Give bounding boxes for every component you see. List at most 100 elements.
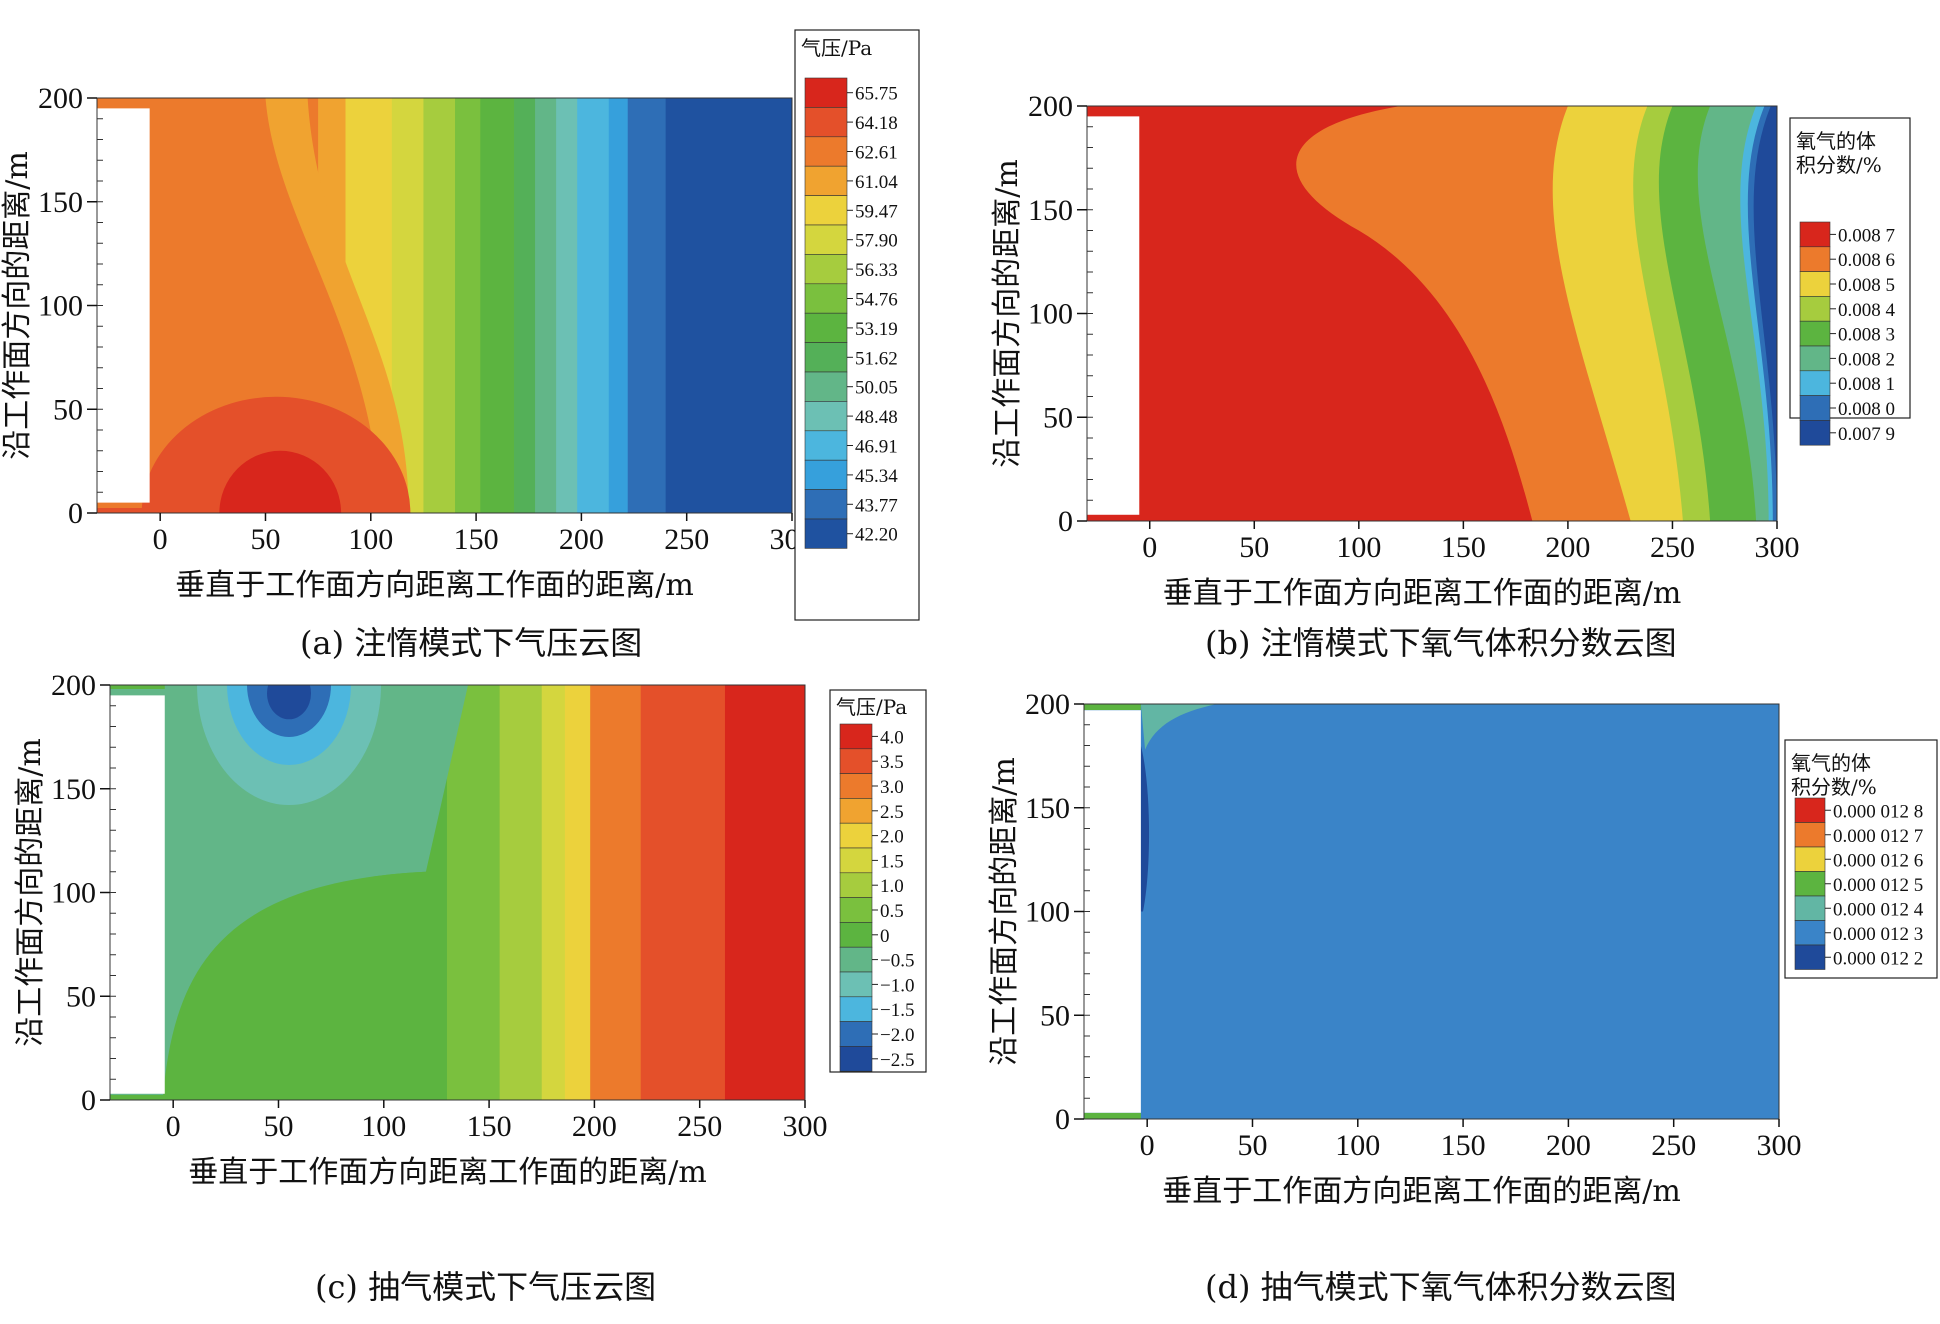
legend-title: 氧气的体 — [1791, 751, 1871, 775]
x-tick-label: 250 — [664, 523, 709, 556]
legend-level-label: 0.008 2 — [1838, 349, 1895, 370]
x-tick-label: 50 — [1237, 1129, 1267, 1162]
legend-swatch — [804, 459, 848, 490]
legend-level-label: 0.008 1 — [1838, 374, 1895, 395]
legend-level-label: −2.5 — [880, 1050, 914, 1071]
contour-field-d — [1084, 704, 1779, 1119]
oxygen-base — [1084, 704, 1779, 1119]
legend-swatch — [1799, 271, 1831, 297]
axes-d: 0 50 100 150 200 250 300 0 50 100 150 200 垂直于工作面方向距离… — [987, 688, 1802, 1209]
x-tick-label: 100 — [361, 1110, 406, 1143]
legend-swatch — [804, 518, 848, 549]
x-tick-label: 200 — [572, 1110, 617, 1143]
legend-level-label: 62.61 — [855, 143, 898, 164]
y-tick-label: 100 — [1028, 298, 1073, 331]
x-tick-label: 100 — [1335, 1129, 1380, 1162]
legend-level-label: 0.000 012 2 — [1833, 948, 1923, 969]
legend-swatch — [804, 77, 848, 108]
legend-level-label: 46.91 — [855, 437, 898, 458]
pressure-region — [110, 685, 469, 1100]
x-axis-label: 垂直于工作面方向距离工作面的距离/m — [188, 1155, 707, 1190]
legend-level-label: 0.008 7 — [1838, 225, 1895, 246]
chart-b: 0 50 100 150 200 250 300 0 50 100 150 200 垂直于工作面方向距离… — [990, 90, 1911, 611]
legend-level-label: 43.77 — [855, 495, 898, 516]
x-tick-label: 100 — [348, 523, 393, 556]
working-face-obstacle — [110, 695, 165, 1094]
y-tick-label: 200 — [51, 669, 96, 702]
panel-d: 0 50 100 150 200 250 300 0 50 100 150 200 垂直于工作面方向距离… — [987, 670, 1940, 1230]
x-tick-label: 300 — [1757, 1129, 1802, 1162]
y-tick-label: 0 — [1058, 505, 1073, 538]
panel-c: 0 50 100 150 200 250 300 0 50 100 150 200 垂直于工作面方向距离… — [0, 650, 960, 1210]
y-tick-label: 100 — [1025, 896, 1070, 929]
pressure-band — [514, 98, 537, 513]
legend-swatch — [1799, 246, 1831, 272]
legend-a: 气压/Pa 65.75 64.18 62.61 61.04 59.47 57.90 56.33… — [794, 29, 920, 621]
legend-swatch — [1799, 395, 1831, 421]
oxygen-region — [1140, 704, 1217, 750]
pressure-band — [446, 685, 501, 1100]
legend-swatch — [1794, 895, 1826, 921]
pressure-band — [724, 685, 805, 1100]
panel-a: 0 50 100 150 200 250 300 0 50 100 150 200 垂直于工作面方向距离… — [0, 29, 960, 621]
legend-level-label: 56.33 — [855, 260, 898, 281]
legend-level-label: 0.007 9 — [1838, 424, 1895, 445]
legend-level-label: 0.000 012 5 — [1833, 875, 1923, 896]
x-tick-label: 150 — [454, 523, 499, 556]
y-tick-label: 0 — [81, 1084, 96, 1117]
x-axis-label: 垂直于工作面方向距离工作面的距离/m — [1163, 576, 1682, 611]
pressure-band — [535, 98, 558, 513]
legend-swatch — [804, 136, 848, 167]
legend-level-label: 0.5 — [880, 901, 904, 922]
legend-swatch — [1799, 420, 1831, 446]
legend-swatch — [1794, 871, 1826, 897]
pressure-region — [162, 871, 447, 1100]
legend-level-label: 65.75 — [855, 84, 898, 105]
legend-level-label: 0 — [880, 926, 890, 947]
pressure-band — [608, 98, 629, 513]
y-axis-label: 沿工作面方向的距离/m — [987, 757, 1022, 1066]
legend-level-label: 64.18 — [855, 113, 898, 134]
caption-b: (b) 注惰模式下氧气体积分数云图 — [1205, 624, 1677, 662]
legend-level-label: 1.5 — [880, 851, 904, 872]
contour-field-a — [97, 98, 792, 513]
x-tick-label: 50 — [263, 1110, 293, 1143]
y-tick-label: 200 — [1028, 90, 1073, 123]
legend-swatch — [839, 798, 873, 824]
legend-swatch — [1794, 944, 1826, 970]
legend-level-label: 0.008 4 — [1838, 300, 1896, 321]
y-tick-label: 0 — [1055, 1103, 1070, 1136]
legend-swatch — [839, 922, 873, 948]
pressure-band — [577, 98, 610, 513]
legend-level-label: 51.62 — [855, 348, 898, 369]
legend-level-label: 54.76 — [855, 290, 898, 311]
y-tick-label: 100 — [38, 290, 83, 323]
pressure-band — [590, 685, 642, 1100]
chart-d: 0 50 100 150 200 250 300 0 50 100 150 200 垂直于工作面方向距离… — [987, 688, 1938, 1209]
legend-swatch — [804, 195, 848, 226]
legend-swatch — [1794, 846, 1826, 872]
legend-level-label: 0.000 012 3 — [1833, 924, 1923, 945]
legend-swatch — [804, 430, 848, 461]
x-tick-label: 250 — [1650, 531, 1695, 564]
legend-swatch — [839, 748, 873, 774]
working-face-obstacle — [1087, 116, 1140, 515]
x-tick-label: 50 — [1239, 531, 1269, 564]
y-tick-label: 0 — [68, 497, 83, 530]
edge-strip — [110, 1095, 165, 1100]
working-face-obstacle — [1084, 710, 1141, 1113]
legend-swatch — [839, 946, 873, 973]
legend-level-label: 0.000 012 8 — [1833, 801, 1923, 822]
legend-level-label: 53.19 — [855, 319, 898, 340]
chart-c: 0 50 100 150 200 250 300 0 50 100 150 200 垂直于工作面方向距离… — [13, 669, 927, 1190]
panel-b: 0 50 100 150 200 250 300 0 50 100 150 200 垂直于工作面方向距离… — [990, 70, 1940, 630]
oxygen-edge-band — [1084, 1112, 1141, 1119]
pressure-band — [541, 685, 566, 1100]
legend-swatch — [1799, 370, 1831, 396]
axes-a: 0 50 100 150 200 250 300050100150200垂直于工作面方向距离… — [0, 82, 815, 603]
x-tick-label: 0 — [1140, 1129, 1155, 1162]
legend-c: 气压/Pa 4.0 3.5 3.0 2.5 2.0 1.5 1.0 0.5 0 −0.5 −1.0 −1… — [829, 689, 927, 1073]
x-tick-label: 250 — [677, 1110, 722, 1143]
